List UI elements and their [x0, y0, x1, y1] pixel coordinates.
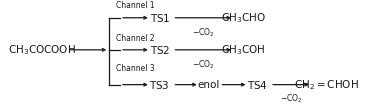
- Text: $\mathrm{CH_3COH}$: $\mathrm{CH_3COH}$: [221, 43, 265, 57]
- Text: $\mathrm{-CO_2}$: $\mathrm{-CO_2}$: [192, 58, 215, 71]
- Text: Channel 3: Channel 3: [116, 64, 155, 73]
- Text: $\mathrm{TS1}$: $\mathrm{TS1}$: [149, 12, 170, 24]
- Text: $\mathrm{TS3}$: $\mathrm{TS3}$: [149, 79, 170, 91]
- Text: $\mathrm{-CO_2}$: $\mathrm{-CO_2}$: [280, 92, 302, 105]
- Text: Channel 1: Channel 1: [116, 1, 155, 10]
- Text: $\mathrm{TS4}$: $\mathrm{TS4}$: [247, 79, 268, 91]
- Text: Channel 2: Channel 2: [116, 33, 155, 43]
- Text: $\mathrm{CH_3CHO}$: $\mathrm{CH_3CHO}$: [221, 11, 265, 25]
- Text: $\mathrm{CH_2{=}CHOH}$: $\mathrm{CH_2{=}CHOH}$: [294, 78, 359, 92]
- Text: $\mathrm{TS2}$: $\mathrm{TS2}$: [150, 44, 170, 56]
- Text: $\mathrm{-CO_2}$: $\mathrm{-CO_2}$: [192, 26, 215, 39]
- Text: $\mathrm{CH_3COCOOH}$: $\mathrm{CH_3COCOOH}$: [8, 43, 76, 57]
- Text: enol: enol: [197, 80, 220, 90]
